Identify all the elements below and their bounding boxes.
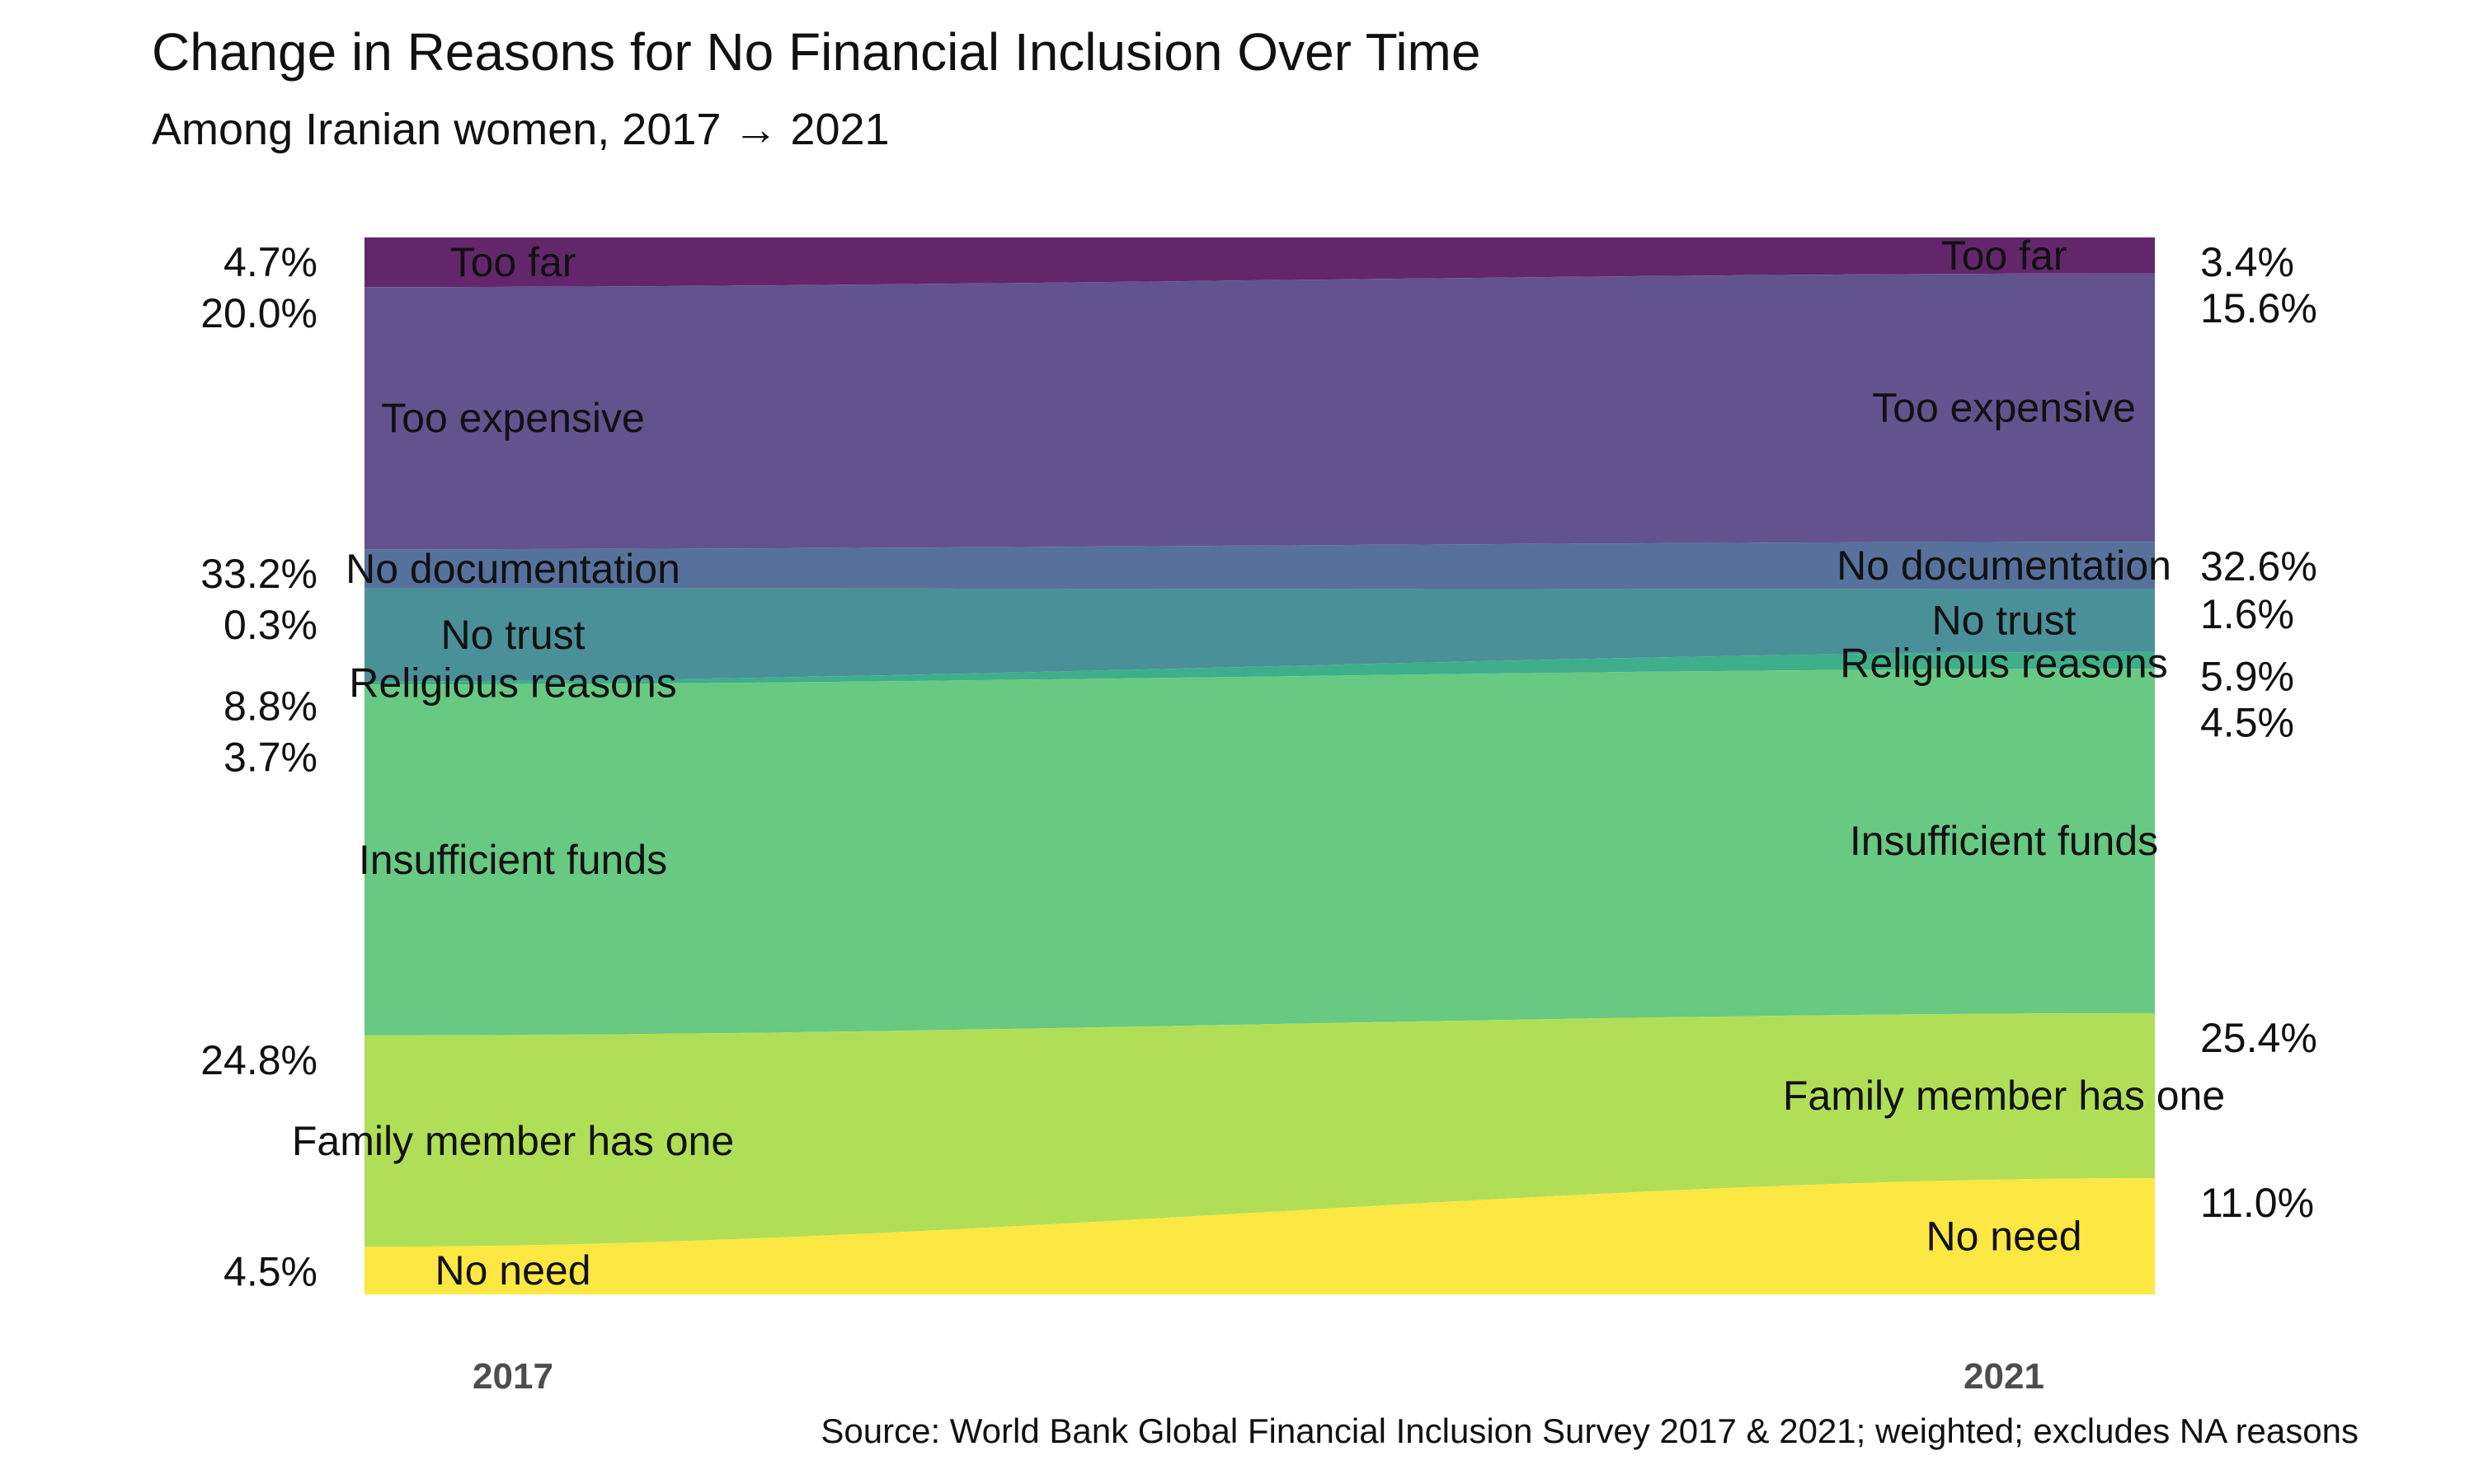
segment-label-right-no-trust: No trust	[1931, 598, 2076, 644]
x-tick-2021: 2021	[1964, 1356, 2044, 1397]
pct-label-2021-insufficient-funds: 4.5%	[2200, 700, 2294, 746]
area-religious-reasons	[365, 651, 2155, 685]
segment-labels: Too far Too far Too expensive Too expensive…	[292, 232, 2225, 1294]
segment-label-left-too-expensive: Too expensive	[381, 395, 645, 441]
pct-label-2021-too-expensive: 15.6%	[2200, 285, 2317, 331]
segment-label-left-family-member-has-one: Family member has one	[292, 1118, 734, 1164]
pct-label-2021-religious-reasons: 5.9%	[2200, 654, 2294, 700]
segment-label-right-too-expensive: Too expensive	[1872, 384, 2136, 430]
chart-title: Change in Reasons for No Financial Inclu…	[152, 22, 1481, 82]
year-axis: 2017 2021	[473, 1356, 2044, 1397]
area-family-member-has-one	[365, 1013, 2155, 1247]
percent-labels-2021: 3.4%15.6% 32.6%1.6% 5.9%4.5% 25.4% 11.0%	[2200, 239, 2317, 1226]
pct-label-2021-no-trust: 1.6%	[2200, 591, 2294, 637]
segment-label-right-family-member-has-one: Family member has one	[1783, 1073, 2225, 1119]
segment-label-right-insufficient-funds: Insufficient funds	[1850, 818, 2158, 864]
pct-label-2017-too-expensive: 20.0%	[200, 290, 317, 336]
pct-label-2017-no-trust: 0.3%	[223, 602, 317, 648]
segment-label-left-no-need: No need	[435, 1247, 590, 1294]
pct-label-2017-no-documentation: 33.2%	[200, 551, 317, 597]
pct-label-2017-religious-reasons: 8.8%	[223, 683, 317, 729]
area-insufficient-funds	[365, 669, 2155, 1036]
stream-areas	[365, 237, 2155, 1294]
x-tick-2017: 2017	[473, 1356, 553, 1397]
area-too-expensive	[365, 273, 2155, 550]
segment-label-left-no-documentation: No documentation	[346, 546, 680, 592]
pct-label-2021-family-member-has-one: 25.4%	[2200, 1015, 2317, 1061]
pct-label-2021-no-need: 11.0%	[2200, 1180, 2314, 1226]
segment-label-left-religious-reasons: Religious reasons	[349, 660, 676, 706]
segment-label-left-too-far: Too far	[450, 239, 576, 285]
segment-label-right-too-far: Too far	[1941, 232, 2067, 279]
chart-subtitle: Among Iranian women, 2017 → 2021	[152, 105, 890, 154]
pct-label-2021-too-far: 3.4%	[2200, 239, 2294, 285]
segment-label-right-no-need: No need	[1926, 1213, 2081, 1259]
segment-label-right-no-documentation: No documentation	[1837, 542, 2171, 589]
area-no-trust	[365, 588, 2155, 682]
source-note: Source: World Bank Global Financial Incl…	[821, 1411, 2359, 1450]
pct-label-2021-no-documentation: 32.6%	[2200, 543, 2317, 589]
percent-labels-2017: 4.7% 20.0% 33.2% 0.3% 8.8% 3.7% 24.8% 4.5%	[200, 239, 317, 1294]
pct-label-2017-no-need: 4.5%	[223, 1248, 317, 1294]
segment-label-left-no-trust: No trust	[440, 612, 585, 658]
area-no-documentation	[365, 542, 2155, 589]
segment-label-right-religious-reasons: Religious reasons	[1840, 641, 2167, 687]
segment-label-left-insufficient-funds: Insufficient funds	[359, 837, 667, 883]
pct-label-2017-insufficient-funds: 3.7%	[223, 734, 317, 780]
area-no-need	[365, 1178, 2155, 1294]
pct-label-2017-too-far: 4.7%	[223, 239, 317, 285]
pct-label-2017-family-member-has-one: 24.8%	[200, 1037, 317, 1083]
area-too-far	[365, 237, 2155, 288]
